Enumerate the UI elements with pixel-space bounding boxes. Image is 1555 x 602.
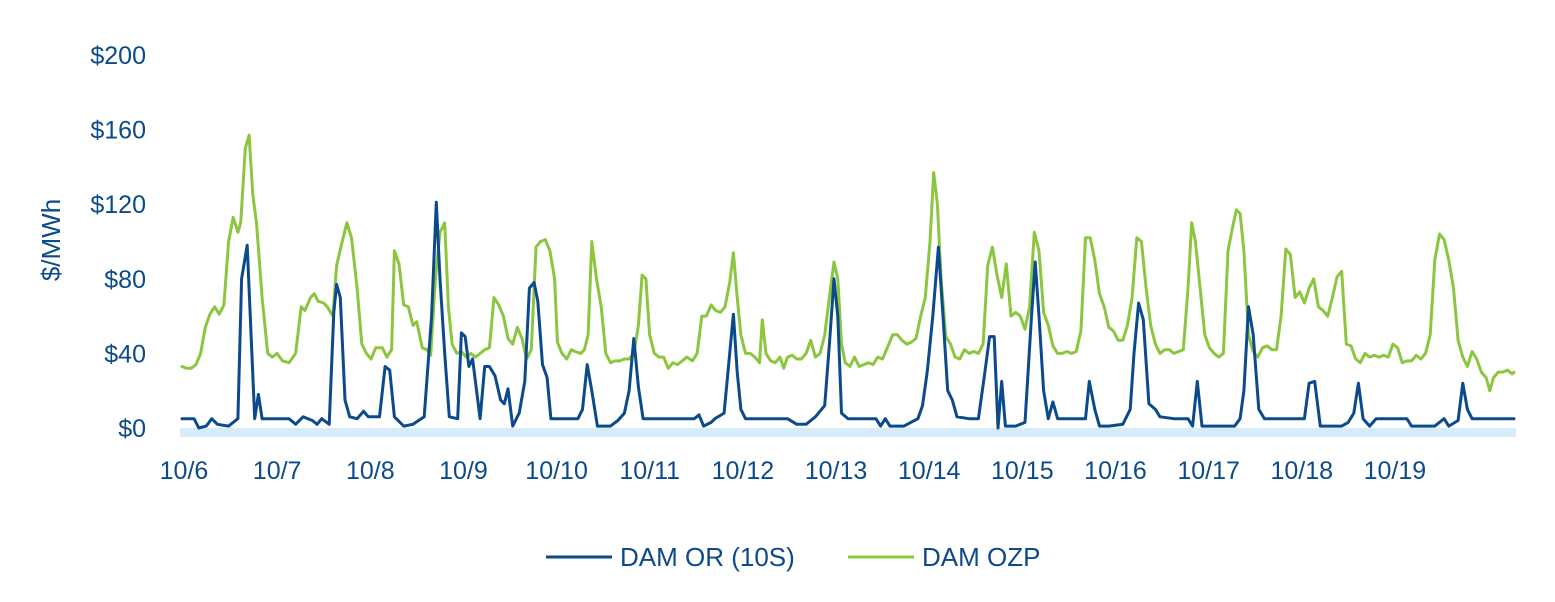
x-axis-band-fill [180,428,1516,437]
x-tick-label: 10/13 [805,457,868,485]
y-tick-label: $200 [90,42,146,70]
legend-label-dam-or-10s: DAM OR (10S) [620,542,795,572]
y-axis-title: $/MWh [36,199,66,281]
y-tick-label: $160 [90,117,146,145]
x-axis-tick-labels: 10/6 10/7 10/8 10/9 10/10 10/11 10/12 10/13 10/1… [160,457,1427,485]
series-line-dam-or-10s [180,200,1516,430]
y-tick-label: $120 [90,191,146,219]
series-line-dam-ozp [180,133,1516,393]
x-tick-label: 10/12 [712,457,775,485]
x-tick-label: 10/11 [619,457,680,485]
x-tick-label: 10/6 [160,457,209,485]
legend: DAM OR (10S) DAM OZP [546,542,1040,572]
x-tick-label: 10/9 [439,457,488,485]
x-tick-label: 10/16 [1084,457,1147,485]
y-tick-label: $0 [118,415,146,443]
x-tick-label: 10/18 [1270,457,1333,485]
y-tick-label: $80 [104,266,146,294]
x-tick-label: 10/8 [346,457,395,485]
x-tick-label: 10/19 [1364,457,1427,485]
x-tick-label: 10/14 [898,457,961,485]
x-tick-label: 10/15 [991,457,1054,485]
y-axis-tick-labels: $0 $40 $80 $120 $160 $200 [90,42,146,443]
y-tick-label: $40 [104,340,146,368]
x-tick-label: 10/10 [525,457,588,485]
x-tick-label: 10/17 [1177,457,1240,485]
x-tick-label: 10/7 [253,457,302,485]
legend-label-dam-ozp: DAM OZP [922,542,1040,572]
x-axis-band [180,428,1516,437]
chart-series [180,133,1516,430]
